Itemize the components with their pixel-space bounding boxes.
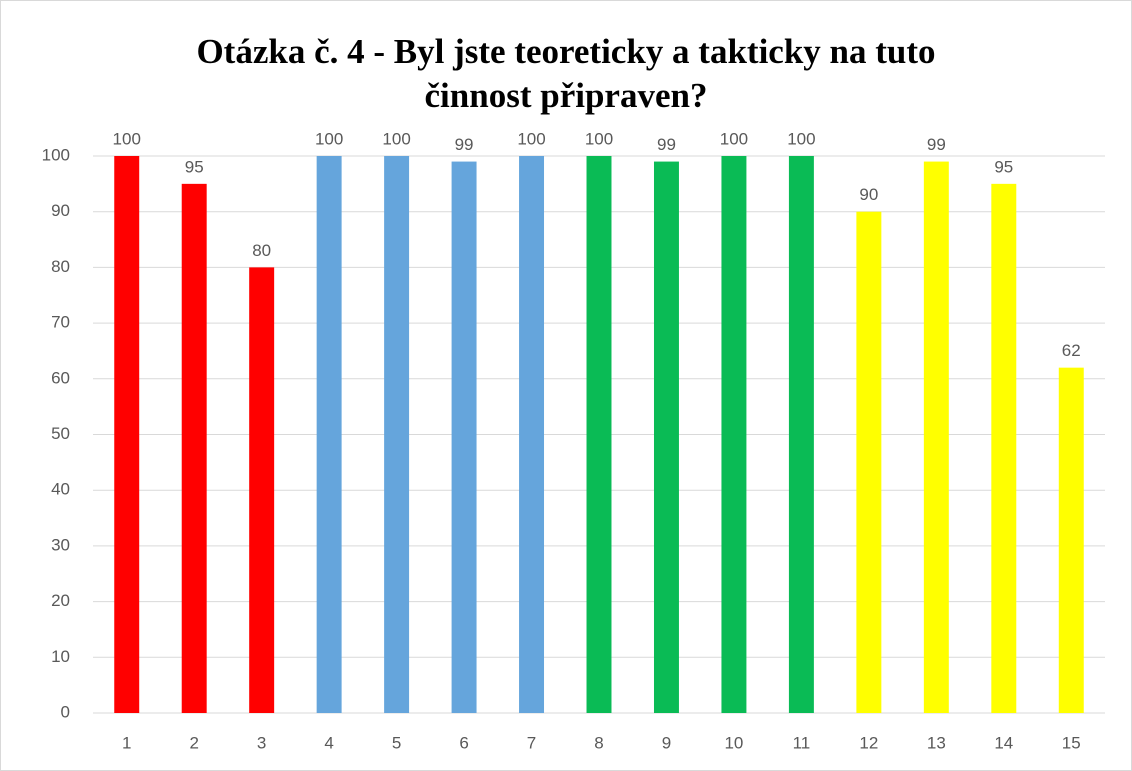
- x-tick-label: 7: [527, 733, 536, 752]
- x-tick-label: 2: [189, 733, 198, 752]
- x-tick-label: 8: [594, 733, 603, 752]
- y-tick-label: 80: [51, 257, 70, 276]
- x-tick-label: 4: [324, 733, 333, 752]
- y-tick-label: 100: [42, 145, 70, 164]
- y-tick-label: 20: [51, 591, 70, 610]
- bar: [316, 156, 342, 713]
- data-label: 62: [1062, 341, 1081, 360]
- data-label: 99: [657, 135, 676, 154]
- data-label: 100: [517, 129, 545, 148]
- x-tick-label: 5: [392, 733, 401, 752]
- chart-title: Otázka č. 4 - Byl jste teoreticky a takt…: [196, 32, 936, 115]
- bar: [114, 156, 140, 713]
- bar: [923, 161, 949, 713]
- y-tick-label: 10: [51, 647, 70, 666]
- x-tick-label: 3: [257, 733, 266, 752]
- bar: [856, 211, 882, 713]
- bar: [586, 156, 612, 713]
- bar: [788, 156, 814, 713]
- data-label: 99: [455, 135, 474, 154]
- bar: [653, 161, 679, 713]
- bar: [991, 183, 1017, 714]
- data-label: 99: [927, 135, 946, 154]
- data-label: 100: [720, 129, 748, 148]
- x-tick-label: 12: [859, 733, 878, 752]
- y-tick-label: 90: [51, 201, 70, 220]
- bar: [249, 267, 275, 713]
- x-tick-label: 1: [122, 733, 131, 752]
- x-tick-label: 14: [994, 733, 1013, 752]
- y-tick-label: 70: [51, 313, 70, 332]
- x-tick-label: 9: [662, 733, 671, 752]
- y-tick-label: 60: [51, 368, 70, 387]
- data-label: 95: [994, 157, 1013, 176]
- data-label: 100: [787, 129, 815, 148]
- bar: [519, 156, 545, 713]
- data-label: 100: [315, 129, 343, 148]
- data-label: 90: [859, 185, 878, 204]
- x-tick-label: 13: [927, 733, 946, 752]
- bar: [1058, 367, 1084, 713]
- y-tick-label: 50: [51, 424, 70, 443]
- bar: [721, 156, 747, 713]
- bar: [181, 183, 207, 714]
- x-tick-label: 11: [793, 733, 811, 752]
- data-label: 100: [585, 129, 613, 148]
- data-label: 80: [252, 241, 271, 260]
- data-label: 95: [185, 157, 204, 176]
- bar: [384, 156, 410, 713]
- y-tick-label: 30: [51, 535, 70, 554]
- bar: [451, 161, 477, 713]
- data-label: 100: [382, 129, 410, 148]
- x-tick-label: 15: [1062, 733, 1081, 752]
- x-tick-label: 10: [724, 733, 743, 752]
- y-tick-label: 0: [61, 702, 70, 721]
- y-tick-label: 40: [51, 480, 70, 499]
- x-tick-label: 6: [459, 733, 468, 752]
- data-label: 100: [113, 129, 141, 148]
